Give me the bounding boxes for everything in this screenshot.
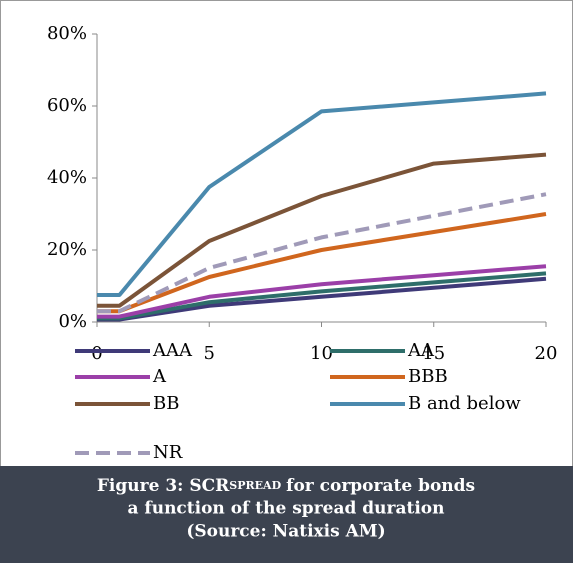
caption-suffix: for corporate bonds xyxy=(286,476,475,496)
legend-label: BB xyxy=(153,393,179,414)
y-tick-label: 0% xyxy=(58,311,87,332)
legend-label: NR xyxy=(153,442,183,463)
x-tick-label: 15 xyxy=(422,343,445,364)
x-tick-label: 10 xyxy=(310,343,333,364)
legend-label: B and below xyxy=(408,393,521,414)
x-tick-label: 20 xyxy=(535,343,558,364)
series-line xyxy=(97,192,547,314)
caption-line: Figure 3: SCRSPREAD for corporate bonds xyxy=(97,476,475,496)
series-line xyxy=(97,212,547,314)
series-line xyxy=(97,91,547,297)
legend-label: AA xyxy=(407,340,435,361)
y-tick-label: 60% xyxy=(47,95,87,116)
legend-label: A xyxy=(152,366,167,387)
legend-label: BBB xyxy=(408,366,448,387)
y-tick-label: 20% xyxy=(47,239,87,260)
caption-line: a function of the spread duration xyxy=(127,499,444,519)
series-line xyxy=(97,152,547,308)
x-tick-label: 0 xyxy=(91,343,102,364)
caption-prefix: Figure 3: SCR xyxy=(97,476,230,496)
y-tick-label: 40% xyxy=(47,167,87,188)
x-tick-label: 5 xyxy=(204,343,215,364)
legend-label: AAA xyxy=(152,340,193,361)
caption-line: (Source: Natixis AM) xyxy=(186,522,385,542)
caption-small: SPREAD xyxy=(229,479,281,492)
caption-box xyxy=(0,466,573,563)
y-tick-label: 80% xyxy=(47,23,87,44)
series-line xyxy=(97,264,547,319)
